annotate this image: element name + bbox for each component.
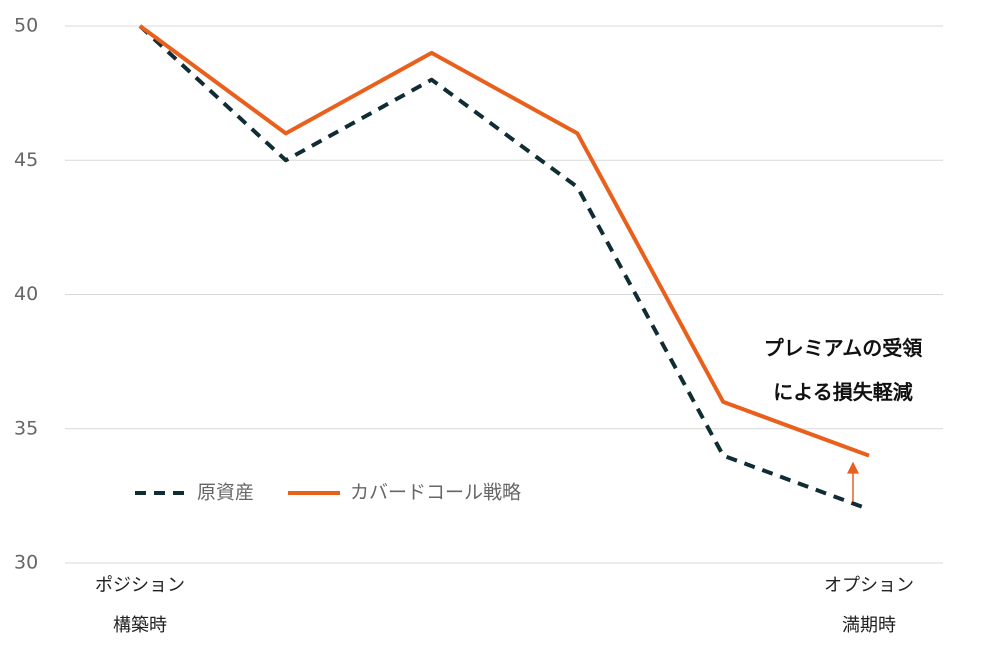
series-line [138, 24, 870, 458]
y-tick-label: 50 [14, 15, 38, 37]
x-tick-label: ポジション 構築時 [95, 575, 185, 636]
y-tick-label: 30 [14, 552, 38, 574]
annotation-arrowhead [847, 461, 859, 474]
y-tick-label: 35 [14, 417, 38, 439]
series-line [138, 24, 870, 512]
y-tick-label: 40 [14, 283, 38, 305]
x-tick-label: オプション 満期時 [824, 575, 914, 636]
y-tick-label: 45 [14, 149, 38, 171]
legend-label: カバードコール戦略 [350, 482, 521, 504]
annotation: プレミアムの受領 による損失軽減 [763, 336, 923, 404]
legend-label: 原資産 [197, 482, 254, 504]
